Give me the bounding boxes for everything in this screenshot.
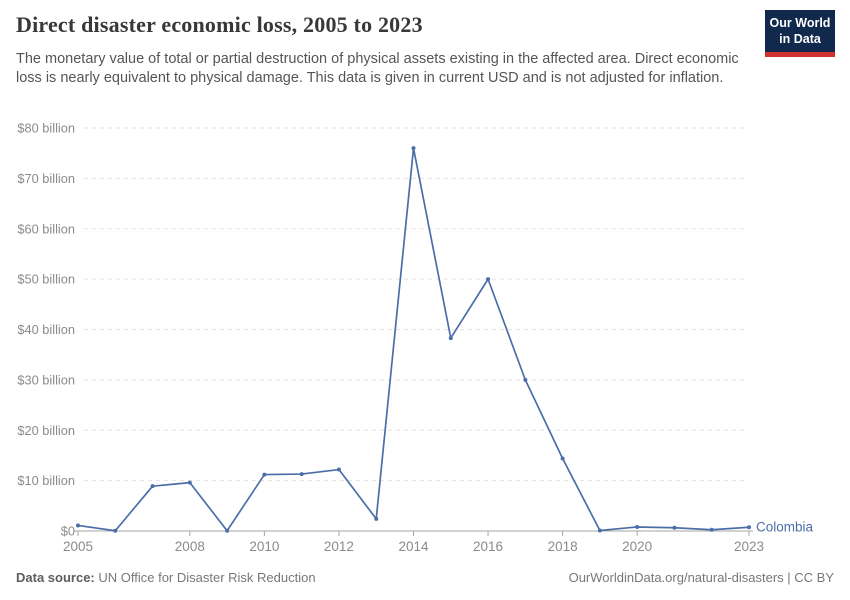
svg-text:$10 billion: $10 billion <box>17 473 75 488</box>
svg-text:2008: 2008 <box>175 539 205 554</box>
x-axis: 2005 2008 2010 2012 2014 2016 2018 2020 2023 <box>63 530 764 554</box>
data-source-label: Data source: <box>16 570 95 585</box>
data-point <box>299 472 304 477</box>
svg-text:$20 billion: $20 billion <box>17 423 75 438</box>
svg-text:$50 billion: $50 billion <box>17 272 75 287</box>
data-point <box>262 472 267 477</box>
entity-label: Colombia <box>756 520 814 535</box>
data-point <box>336 467 341 472</box>
data-point <box>150 484 155 489</box>
svg-text:2018: 2018 <box>548 539 578 554</box>
owid-logo: Our World in Data <box>765 10 835 58</box>
owid-logo-line1: Our World <box>769 16 831 30</box>
svg-text:$60 billion: $60 billion <box>17 221 75 236</box>
svg-text:2010: 2010 <box>249 539 279 554</box>
data-point <box>672 525 677 530</box>
svg-text:2014: 2014 <box>398 539 429 554</box>
svg-text:$40 billion: $40 billion <box>17 322 75 337</box>
data-point <box>187 480 192 485</box>
y-axis-labels: $0 $10 billion $20 billion $30 billion $40 b… <box>17 121 75 539</box>
svg-text:2012: 2012 <box>324 539 354 554</box>
svg-text:$30 billion: $30 billion <box>17 372 75 387</box>
svg-text:$80 billion: $80 billion <box>17 121 75 136</box>
svg-text:$0: $0 <box>61 524 75 539</box>
svg-text:2020: 2020 <box>622 539 652 554</box>
svg-text:$70 billion: $70 billion <box>17 171 75 186</box>
data-source: Data source: UN Office for Disaster Risk… <box>16 570 316 585</box>
gridlines <box>84 127 746 482</box>
citation-link[interactable]: OurWorldinData.org/natural-disasters | C… <box>568 570 834 585</box>
data-point <box>635 524 640 529</box>
data-point <box>225 528 230 533</box>
owid-logo-line2: in Data <box>779 31 821 46</box>
data-point <box>374 516 379 521</box>
svg-text:2023: 2023 <box>734 539 764 554</box>
data-series-colombia <box>76 146 751 533</box>
line-chart: $0 $10 billion $20 billion $30 billion $40 b… <box>17 121 814 555</box>
data-point <box>113 528 118 533</box>
chart-footer: Data source: UN Office for Disaster Risk… <box>16 570 834 585</box>
chart-subtitle: The monetary value of total or partial d… <box>16 51 739 87</box>
data-line <box>77 147 750 532</box>
data-point <box>411 146 416 151</box>
data-point <box>76 523 80 528</box>
data-point <box>709 527 714 532</box>
data-point <box>597 528 602 533</box>
data-point <box>486 277 491 282</box>
svg-text:2016: 2016 <box>473 539 503 554</box>
data-point <box>747 525 751 530</box>
data-point <box>523 377 528 382</box>
data-point <box>560 456 565 461</box>
data-point <box>448 336 453 341</box>
page-title: Direct disaster economic loss, 2005 to 2… <box>16 12 423 37</box>
data-source-text: UN Office for Disaster Risk Reduction <box>94 570 316 585</box>
svg-text:2005: 2005 <box>63 539 93 554</box>
